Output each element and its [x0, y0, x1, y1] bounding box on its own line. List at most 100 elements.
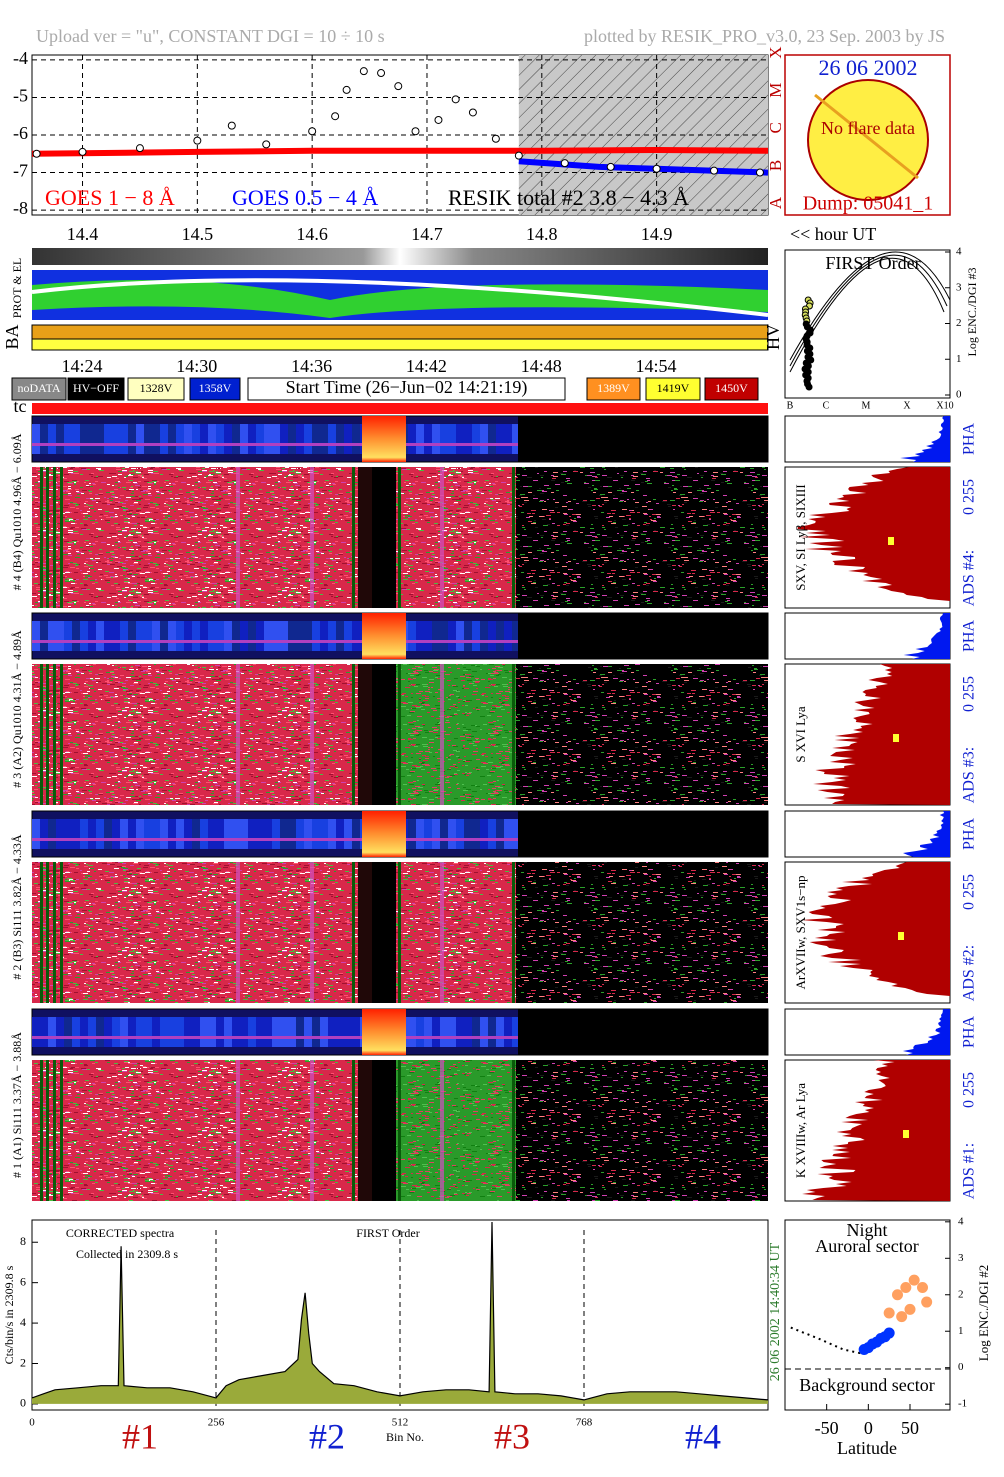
thin-cell [272, 424, 280, 454]
thin-stripe [32, 640, 518, 643]
spectrogram [358, 664, 372, 805]
column [352, 862, 355, 1003]
thin-cell [336, 1017, 344, 1047]
thin-cell [464, 621, 472, 651]
thin-cell [352, 424, 360, 454]
thin-cell [80, 1017, 88, 1047]
thin-cell [40, 621, 48, 651]
thin-cell [200, 621, 208, 651]
thin-cell [328, 1017, 336, 1047]
data-point [900, 1281, 912, 1293]
data-point [883, 1327, 895, 1339]
thin-cell [432, 621, 440, 651]
data-point [468, 108, 477, 117]
thin-cell [416, 819, 424, 849]
chart-title: CORRECTED spectra [66, 1226, 175, 1240]
y-tick-label: -6 [13, 123, 28, 143]
spectrogram [516, 1060, 768, 1201]
thin-cell [144, 621, 152, 651]
ads-range: 0 255 [961, 1072, 978, 1108]
thin-cell [504, 1017, 512, 1047]
thin-cell [80, 621, 88, 651]
thin-cell [424, 1017, 432, 1047]
thin-cell [344, 1017, 352, 1047]
thin-cell [120, 621, 128, 651]
thin-cell [128, 1017, 136, 1047]
thin-cell [416, 1017, 424, 1047]
thin-cell [440, 621, 448, 651]
thin-cell [232, 621, 240, 651]
thin-cell [120, 819, 128, 849]
thin-cell [296, 819, 304, 849]
ads-range: 0 255 [961, 874, 978, 910]
thin-cell [128, 424, 136, 454]
x-tick-label: X10 [936, 400, 953, 411]
thin-stripe [32, 1036, 518, 1039]
thin-cell [352, 819, 360, 849]
thin-cell [352, 621, 360, 651]
y-tick-label: 6 [20, 1274, 26, 1288]
annotation: FIRST Order [356, 1226, 419, 1240]
thin-cell [56, 621, 64, 651]
data-point [331, 112, 340, 121]
thin-cell [272, 1017, 280, 1047]
thin-cell [32, 621, 40, 651]
x-tick-label: 512 [392, 1417, 409, 1429]
dump-label: Dump: 05041_1 [803, 193, 934, 215]
band-label: HV [763, 324, 783, 350]
thin-cell [496, 819, 504, 849]
thin-cell [152, 424, 160, 454]
chart-subtitle: Collected in 2309.8 s [76, 1247, 178, 1261]
plot-frame [784, 1219, 951, 1411]
spectrogram [372, 1060, 396, 1201]
thin-cell [56, 819, 64, 849]
thin-cell [456, 424, 464, 454]
column [512, 664, 515, 805]
thin-cell [184, 621, 192, 651]
data-point [411, 127, 420, 136]
legend-entry: 1450V [715, 381, 748, 395]
x-axis-label: Bin No. [386, 1430, 424, 1444]
y-tick-label: 3 [958, 1252, 964, 1264]
thin-cell [232, 1017, 240, 1047]
y-tick-label: 8 [20, 1234, 26, 1248]
line-ids: ArXVIIw, SXV1s−np [793, 875, 808, 989]
detector-label: #4 [685, 1416, 721, 1456]
thin-cell [440, 424, 448, 454]
thin-cell [72, 819, 80, 849]
thin-cell [248, 621, 256, 651]
thin-cell [488, 424, 496, 454]
thin-cell [328, 621, 336, 651]
x-tick-label: 14.9 [641, 224, 673, 244]
thin-cell [80, 424, 88, 454]
annotation: Background sector [799, 1375, 934, 1395]
column [46, 467, 49, 608]
thin-cell [120, 424, 128, 454]
thin-cell [192, 819, 200, 849]
x-tick-label: 14.4 [67, 224, 99, 244]
channel-label: # 2 (B3) Si111 3.82Å − 4.33Å [10, 834, 24, 980]
thin-cell [472, 1017, 480, 1047]
thin-cell [504, 621, 512, 651]
time-tick: 14:48 [521, 356, 562, 376]
spectrogram [32, 664, 358, 805]
thin-cell [328, 819, 336, 849]
thin-cell [408, 621, 416, 651]
thin-cell [64, 424, 72, 454]
thin-cell [280, 424, 288, 454]
thin-cell [208, 1017, 216, 1047]
y-tick-label: 1 [956, 353, 962, 365]
thin-cell [184, 819, 192, 849]
thin-cell [176, 819, 184, 849]
data-point [710, 166, 719, 175]
thin-cell [336, 621, 344, 651]
thin-cell [64, 1017, 72, 1047]
thin-cell [168, 621, 176, 651]
plot-title: FIRST Order [825, 253, 920, 273]
time-tick: 14:24 [61, 356, 102, 376]
thin-cell [512, 1017, 520, 1047]
thin-cell [104, 621, 112, 651]
thin-cell [112, 621, 120, 651]
thin-cell [56, 424, 64, 454]
x-tick-label: 0 [29, 1417, 35, 1429]
